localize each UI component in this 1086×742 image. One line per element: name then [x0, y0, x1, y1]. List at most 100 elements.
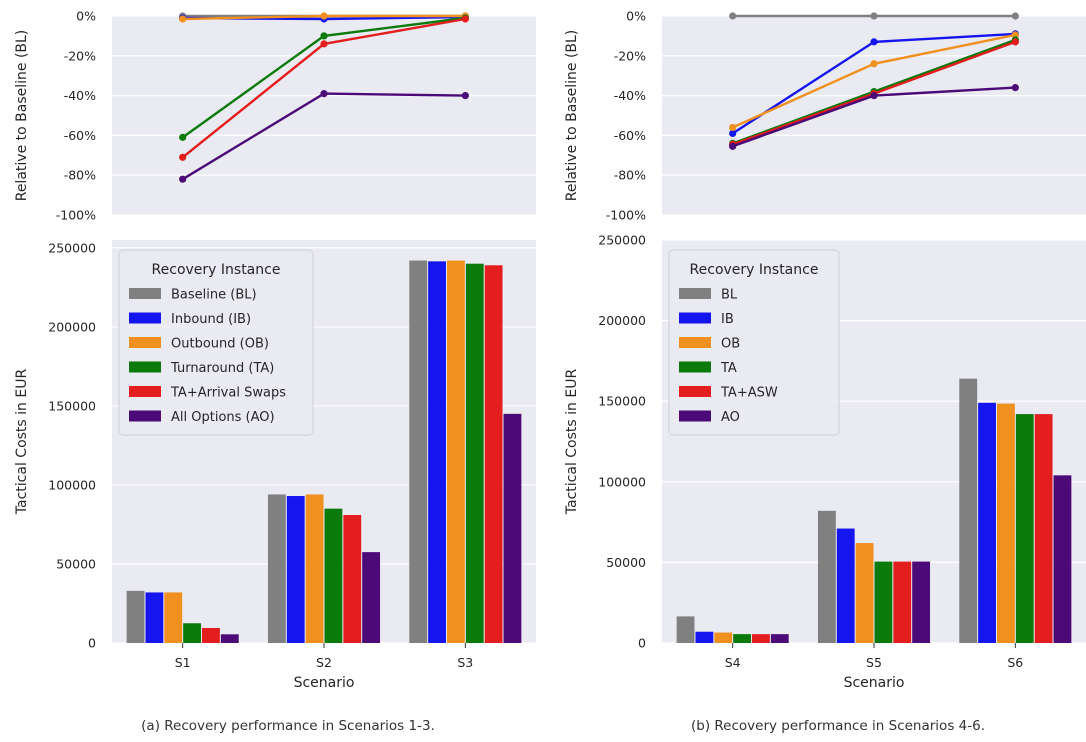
right-costs-ytick-label: 200000 — [598, 313, 646, 328]
right-costs-legend-label: BL — [721, 288, 738, 303]
left-relative-point — [320, 12, 328, 20]
left-costs-bar — [484, 265, 503, 643]
left-relative-ytick-label: -80% — [64, 168, 96, 183]
left-costs-bar — [362, 552, 381, 643]
right-relative-point — [729, 123, 737, 132]
right-relative-ylabel: Relative to Baseline (BL) — [564, 30, 580, 202]
left-costs-ytick-label: 150000 — [48, 398, 96, 413]
left-relative-point — [179, 133, 187, 141]
caption-right: (b) Recovery performance in Scenarios 4-… — [691, 718, 985, 734]
left-costs-bar — [446, 260, 465, 643]
left-relative-point — [320, 40, 328, 48]
right-costs-bar — [959, 378, 978, 643]
right-costs-legend-swatch — [679, 386, 711, 397]
left-relative-point — [179, 153, 187, 161]
left-costs-legend-swatch — [129, 410, 161, 422]
left-relative-point — [461, 92, 469, 100]
left-costs-ytick-label: 200000 — [48, 319, 96, 334]
left-costs-bar — [428, 261, 446, 643]
left-costs-bar — [202, 627, 220, 643]
left-costs-bar — [126, 590, 145, 643]
left-costs-bar — [465, 263, 484, 643]
left-costs-legend-label: Turnaround (TA) — [170, 361, 274, 376]
right-costs-ytick-label: 250000 — [598, 233, 646, 248]
right-relative-ytick-label: -80% — [614, 168, 646, 183]
right-costs-legend-label: AO — [721, 410, 740, 425]
right-relative-point — [870, 92, 878, 100]
left-costs-bar — [324, 508, 343, 643]
right-costs-legend — [668, 249, 840, 436]
right-relative-point — [870, 60, 878, 68]
left-costs-legend-label: Baseline (BL) — [171, 288, 257, 303]
left-costs-bar — [267, 494, 286, 643]
left-relative-point — [320, 90, 328, 98]
right-costs-bar — [1034, 414, 1053, 643]
right-costs-bar — [733, 634, 752, 643]
left-costs-legend-swatch — [129, 361, 161, 373]
left-relative-ytick-label: -100% — [56, 208, 96, 223]
left-costs-bar — [503, 413, 522, 643]
right-costs-legend-swatch — [679, 288, 711, 299]
left-costs-ytick-label: 100000 — [48, 477, 96, 492]
right-relative-point — [1011, 84, 1019, 92]
caption-left: (a) Recovery performance in Scenarios 1-… — [141, 718, 435, 734]
right-costs-xtick-label: S5 — [866, 655, 882, 670]
left-costs-legend-label: TA+Arrival Swaps — [170, 386, 286, 401]
right-costs-xtick-label: S4 — [725, 655, 741, 670]
right-costs-bar — [770, 634, 789, 643]
right-relative-point — [1011, 31, 1019, 39]
right-costs-bar — [836, 528, 855, 643]
left-costs-legend-label: Inbound (IB) — [171, 312, 251, 327]
left-costs-bar — [305, 494, 324, 643]
right-relative-ytick-label: 0% — [626, 9, 646, 24]
left-relative-point — [461, 15, 469, 23]
left-relative-ytick-label: 0% — [76, 9, 96, 24]
right-costs-legend-label: IB — [721, 312, 734, 327]
right-relative-point — [870, 38, 878, 46]
right-costs-legend-title: Recovery Instance — [690, 262, 819, 278]
right-costs-legend-label: TA — [720, 361, 737, 376]
left-costs-xtick-label: S2 — [316, 655, 332, 670]
right-costs-bar — [1015, 414, 1034, 643]
left-costs-bar — [220, 634, 239, 643]
left-costs-legend-label: All Options (AO) — [171, 410, 275, 425]
right-costs-bar — [874, 561, 893, 643]
right-relative-point — [729, 129, 737, 138]
left-costs-bar — [343, 514, 362, 643]
right-costs-xlabel: Scenario — [844, 675, 905, 691]
right-costs-ytick-label: 100000 — [598, 474, 646, 489]
left-costs-legend-swatch — [129, 312, 161, 324]
left-costs-legend-label: Outbound (OB) — [171, 337, 269, 352]
right-relative-ytick-label: -100% — [606, 208, 646, 223]
left-costs-legend-title: Recovery Instance — [152, 262, 281, 278]
right-costs-bar — [912, 561, 931, 643]
right-costs-bar — [996, 403, 1015, 643]
left-costs-bar — [183, 623, 202, 643]
left-costs-bar — [145, 592, 164, 643]
right-costs-bar — [752, 634, 770, 643]
left-relative-ytick-label: -20% — [64, 48, 96, 63]
left-costs-xtick-label: S3 — [457, 655, 473, 670]
right-relative-point — [729, 142, 737, 150]
left-costs-bar — [409, 260, 428, 643]
left-relative-ytick-label: -40% — [64, 88, 96, 103]
right-costs-legend-swatch — [679, 410, 711, 422]
left-costs-legend — [118, 249, 314, 436]
right-relative-ytick-label: -20% — [614, 48, 646, 63]
left-costs-xtick-label: S1 — [175, 655, 191, 670]
left-relative-point — [179, 15, 187, 23]
right-costs-bar — [695, 631, 714, 643]
right-relative-ytick-label: -40% — [614, 88, 646, 103]
left-relative-ylabel: Relative to Baseline (BL) — [14, 30, 30, 202]
right-costs-bar — [676, 616, 695, 643]
right-costs-bar — [893, 561, 912, 643]
right-costs-legend-swatch — [679, 312, 711, 324]
left-relative-ytick-label: -60% — [64, 128, 96, 143]
right-costs-bar — [978, 402, 996, 643]
right-costs-ytick-label: 0 — [638, 636, 646, 651]
left-costs-legend-swatch — [129, 386, 161, 397]
left-costs-ylabel: Tactical Costs in EUR — [14, 369, 30, 516]
right-relative-point — [729, 12, 737, 20]
